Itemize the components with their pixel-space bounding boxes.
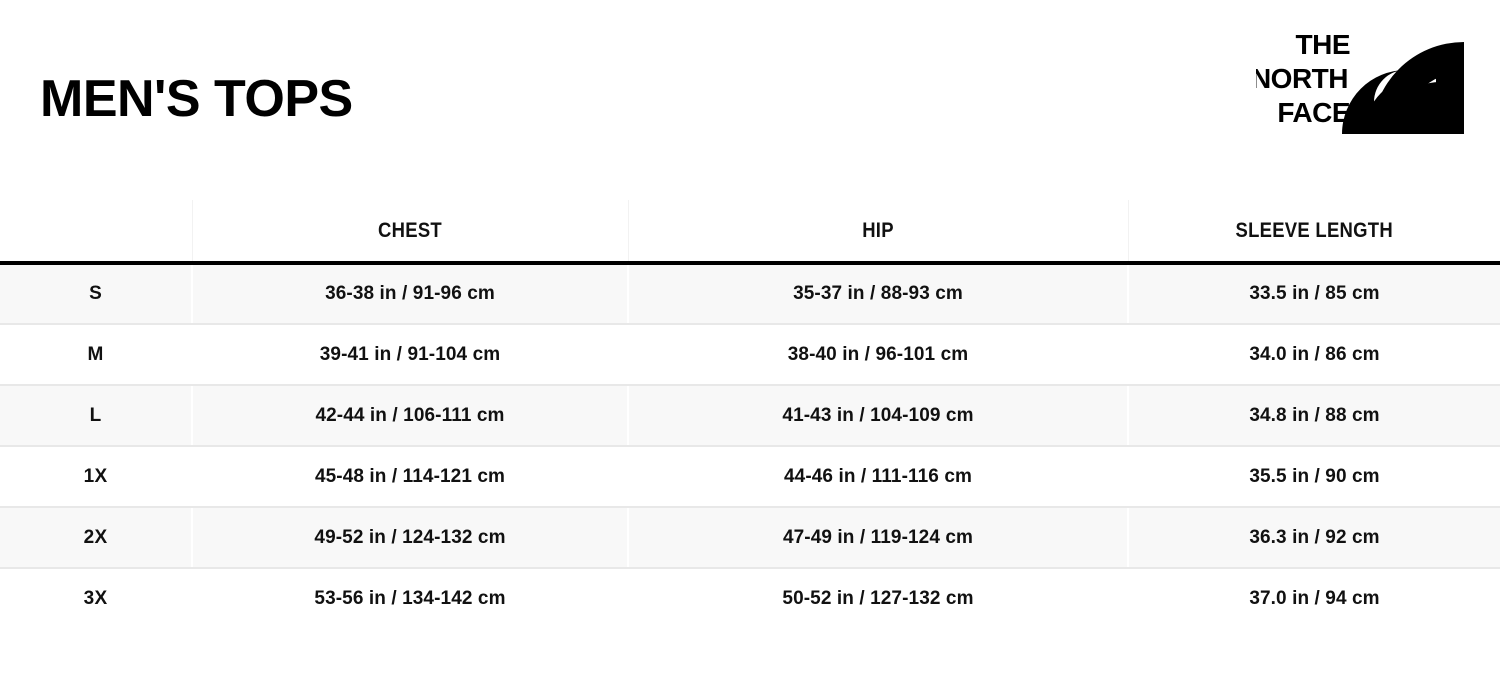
brand-line-the: THE [1296, 29, 1351, 60]
cell-hip: 38-40 in / 96-101 cm [628, 324, 1129, 386]
cell-hip: 44-46 in / 111-116 cm [628, 446, 1129, 508]
cell-sleeve: 37.0 in / 94 cm [1128, 568, 1500, 629]
cell-sleeve: 33.5 in / 85 cm [1128, 263, 1500, 325]
brand-line-face: FACE [1277, 97, 1350, 128]
size-chart-table: CHEST HIP SLEEVE LENGTH S 36-38 in / 91-… [0, 200, 1500, 629]
column-header-hip: HIP [658, 200, 1099, 265]
cell-size: 2X [0, 507, 193, 569]
table-row: M 39-41 in / 91-104 cm 38-40 in / 96-101… [0, 324, 1500, 386]
cell-chest: 53-56 in / 134-142 cm [192, 568, 629, 629]
table-row: S 36-38 in / 91-96 cm 35-37 in / 88-93 c… [0, 263, 1500, 325]
cell-size: 1X [0, 446, 193, 508]
cell-hip: 47-49 in / 119-124 cm [628, 507, 1129, 569]
table-row: 1X 45-48 in / 114-121 cm 44-46 in / 111-… [0, 446, 1500, 508]
the-north-face-logo: THE NORTH FACE [1256, 26, 1464, 134]
table-row: L 42-44 in / 106-111 cm 41-43 in / 104-1… [0, 385, 1500, 447]
cell-sleeve: 34.8 in / 88 cm [1128, 385, 1500, 447]
page-title: MEN'S TOPS [40, 70, 353, 128]
cell-sleeve: 34.0 in / 86 cm [1128, 324, 1500, 386]
table-body: S 36-38 in / 91-96 cm 35-37 in / 88-93 c… [0, 263, 1500, 629]
table-header: CHEST HIP SLEEVE LENGTH [0, 200, 1500, 265]
cell-chest: 49-52 in / 124-132 cm [192, 507, 629, 569]
cell-chest: 36-38 in / 91-96 cm [192, 263, 629, 325]
cell-size: S [0, 263, 193, 325]
cell-sleeve: 35.5 in / 90 cm [1128, 446, 1500, 508]
cell-chest: 45-48 in / 114-121 cm [192, 446, 629, 508]
cell-hip: 41-43 in / 104-109 cm [628, 385, 1129, 447]
column-header-chest: CHEST [218, 200, 603, 265]
cell-size: 3X [0, 568, 193, 629]
cell-size: L [0, 385, 193, 447]
column-header-sleeve-length: SLEEVE LENGTH [1150, 200, 1478, 265]
page-header: MEN'S TOPS [0, 0, 1500, 190]
cell-size: M [0, 324, 193, 386]
column-header-size [11, 200, 181, 265]
cell-chest: 39-41 in / 91-104 cm [192, 324, 629, 386]
cell-hip: 35-37 in / 88-93 cm [628, 263, 1129, 325]
cell-sleeve: 36.3 in / 92 cm [1128, 507, 1500, 569]
brand-line-north: NORTH [1256, 63, 1348, 94]
table-row: 2X 49-52 in / 124-132 cm 47-49 in / 119-… [0, 507, 1500, 569]
cell-chest: 42-44 in / 106-111 cm [192, 385, 629, 447]
north-face-halfdome-icon [1342, 42, 1464, 134]
table-header-row: CHEST HIP SLEEVE LENGTH [0, 200, 1500, 265]
cell-hip: 50-52 in / 127-132 cm [628, 568, 1129, 629]
table-row: 3X 53-56 in / 134-142 cm 50-52 in / 127-… [0, 568, 1500, 629]
